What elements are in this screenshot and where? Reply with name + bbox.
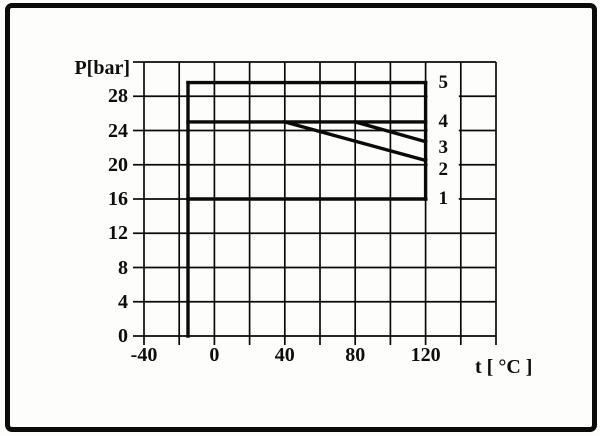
curve-label-1: 1 <box>438 188 448 209</box>
curve-label-4: 4 <box>438 110 448 132</box>
y-tick-label-0: 0 <box>118 325 128 347</box>
x-tick-label--40: -40 <box>130 344 158 366</box>
y-tick-label-16: 16 <box>108 188 128 210</box>
y-tick-label-4: 4 <box>118 290 128 313</box>
y-tick-label-24: 24 <box>108 119 128 142</box>
y-axis-title: P[bar] <box>74 57 130 79</box>
series-curve-3 <box>353 119 428 144</box>
x-axis-title: t [ °C ] <box>475 356 533 378</box>
x-tick-label-80: 80 <box>345 344 366 366</box>
series-curve-2 <box>282 119 428 163</box>
x-tick-label-40: 40 <box>274 344 295 366</box>
curve-label-3: 3 <box>438 137 448 159</box>
y-tick-label-8: 8 <box>118 256 128 279</box>
y-tick-label-12: 12 <box>108 222 128 245</box>
y-tick-label-20: 20 <box>108 153 128 176</box>
x-tick-label-0: 0 <box>209 344 220 366</box>
curve-label-5: 5 <box>438 71 448 93</box>
curve-label-strip <box>427 64 459 226</box>
y-tick-label-28: 28 <box>108 85 128 108</box>
x-tick-label-120: 120 <box>410 344 441 366</box>
curve-label-2: 2 <box>438 158 448 180</box>
